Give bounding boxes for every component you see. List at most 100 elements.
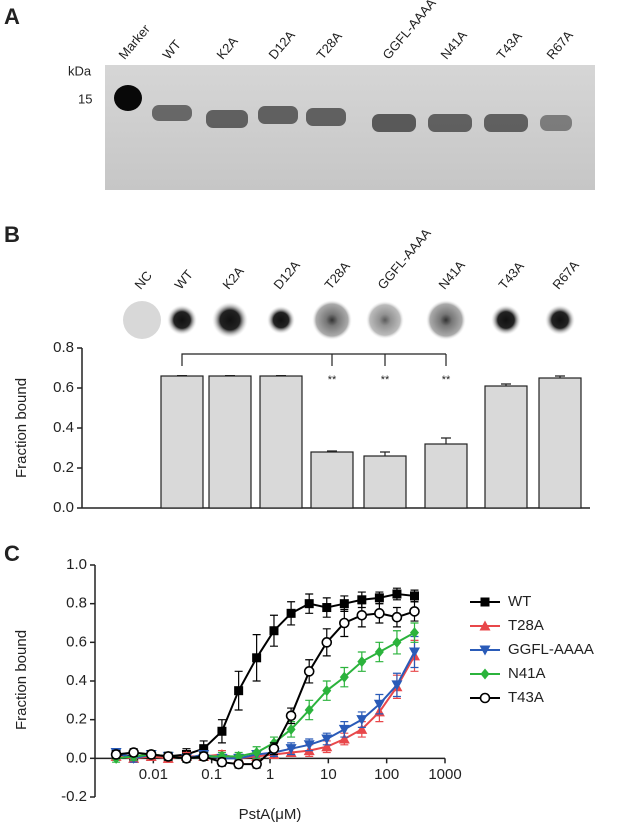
y-tick-label: 0.0 [66,749,87,766]
y-tick-label: 0.2 [66,711,87,728]
point [147,750,156,759]
blot [123,300,575,340]
point [234,760,243,769]
significance-label: ** [381,374,390,386]
category-label: NC [131,268,155,292]
bar [425,444,467,508]
point [269,626,278,635]
y-tick-label: 0.8 [66,595,87,612]
series-line [116,633,414,759]
category-label: T28A [321,258,353,292]
legend-label: N41A [508,665,546,682]
point [392,590,401,599]
point [410,607,419,616]
point [217,727,226,736]
point [129,748,138,757]
point [357,595,366,604]
gel-lane-label: K2A [213,33,240,62]
point [182,754,191,763]
category-label: R67A [549,257,582,292]
gel-marker-size: 15 [78,91,92,106]
point [112,750,121,759]
point [392,613,401,622]
legend-label: WT [508,593,531,610]
legend-marker [481,598,490,607]
bar [161,376,203,508]
gel-lane-label: D12A [265,27,298,62]
legend-label: T43A [508,689,544,706]
point [392,637,401,648]
y-tick-label: 0.0 [53,499,74,516]
category-label: K2A [219,263,246,292]
gel-lane-label: T43A [493,28,525,62]
category-label: N41A [435,257,468,292]
series-line [116,594,414,756]
y-tick-label: 0.4 [53,419,74,436]
point [340,619,349,628]
legend-label: T28A [508,617,544,634]
point [322,603,331,612]
point [252,760,261,769]
bar [311,452,353,508]
point [305,667,314,676]
error-bar [441,438,451,444]
legend-marker [481,669,490,680]
x-tick-label: 0.1 [201,766,222,783]
x-tick-label: 0.01 [139,766,168,783]
gel-unit: kDa [68,63,92,78]
bar [364,456,406,508]
point [340,599,349,608]
point [410,591,419,600]
x-tick-label: 1000 [428,766,461,783]
category-label: T43A [495,258,527,292]
point [409,648,420,658]
panel-label: A [4,4,20,29]
gel-lane-label: T28A [313,28,345,62]
category-label: D12A [270,257,303,292]
y-tick-label: 0.2 [53,459,74,476]
panel-label: B [4,222,20,247]
gel-lane-label: N41A [437,27,470,62]
series-line [116,652,414,758]
y-tick-label: 0.8 [53,339,74,356]
point [164,752,173,761]
point [375,609,384,618]
point [252,653,261,662]
point [357,611,366,620]
bar [260,376,302,508]
point [356,715,367,725]
bar [209,376,251,508]
significance-label: ** [328,374,337,386]
point [234,686,243,695]
gel-lane-label: Marker [115,21,153,62]
category-label: WT [171,267,196,292]
y-tick-label: 0.6 [53,379,74,396]
point [287,711,296,720]
gel-lane-label: GGFL-AAAA [379,0,439,62]
y-tick-label: 0.4 [66,672,87,689]
point [217,758,226,767]
significance-label: ** [442,374,451,386]
x-axis-label: PstA(μM) [239,806,302,823]
y-tick-label: -0.2 [61,788,87,805]
x-tick-label: 1 [266,766,274,783]
category-label: GGFL-AAAA [374,225,434,292]
x-tick-label: 100 [374,766,399,783]
series-line [116,656,414,758]
significance-bracket [182,354,446,366]
legend-marker [481,694,490,703]
point [322,638,331,647]
series-line [116,611,414,764]
y-tick-label: 1.0 [66,556,87,573]
point [269,744,278,753]
error-bar [380,452,390,456]
point [375,593,384,602]
point [305,599,314,608]
x-tick-label: 10 [320,766,337,783]
bar [485,386,527,508]
gel-lane-label: R67A [543,27,576,62]
panel-label: C [4,541,20,566]
point [287,609,296,618]
y-axis-label: Fraction bound [13,378,30,478]
